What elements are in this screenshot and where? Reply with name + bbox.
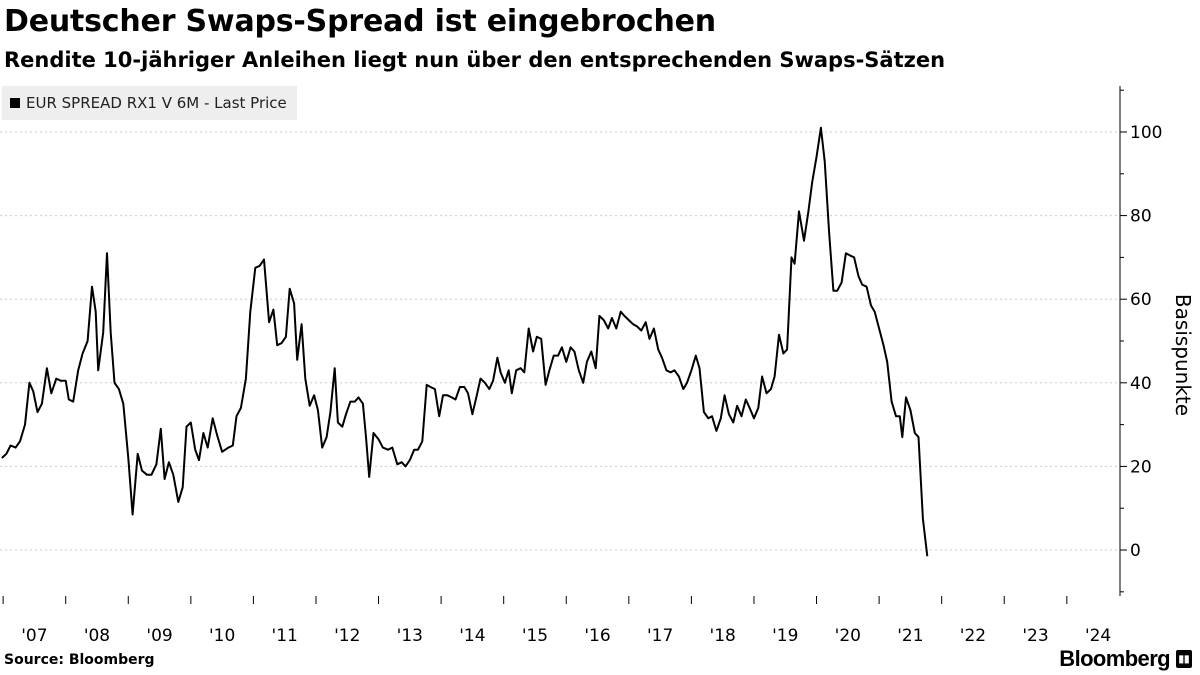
y-tick-label-40: 40 xyxy=(1130,374,1152,394)
x-tick-label: '14 xyxy=(459,626,485,646)
y-tick-label-100: 100 xyxy=(1130,123,1162,143)
chart-title: Deutscher Swaps-Spread ist eingebrochen xyxy=(4,4,716,39)
x-tick-label: '19 xyxy=(772,626,798,646)
x-tick-label: '16 xyxy=(584,626,610,646)
brand-name: Bloomberg xyxy=(1059,646,1170,671)
x-tick-label: '12 xyxy=(334,626,360,646)
x-tick-label: '10 xyxy=(209,626,235,646)
chart-subtitle: Rendite 10-jähriger Anleihen liegt nun ü… xyxy=(4,48,946,72)
x-tick-label: '23 xyxy=(1022,626,1048,646)
x-tick-label: '15 xyxy=(522,626,548,646)
y-axis-label: Basispunkte xyxy=(1171,294,1195,416)
x-tick-label: '17 xyxy=(647,626,673,646)
x-tick-label: '09 xyxy=(146,626,172,646)
y-tick-label-20: 20 xyxy=(1130,457,1152,477)
bloomberg-terminal-icon: ▮▮ xyxy=(1176,650,1192,668)
source-note: Source: Bloomberg xyxy=(4,652,155,668)
legend-swatch xyxy=(10,98,20,108)
series-line xyxy=(1,126,929,557)
legend-label: EUR SPREAD RX1 V 6M - Last Price xyxy=(26,94,287,112)
y-tick-label-80: 80 xyxy=(1130,207,1152,227)
y-tick-label-60: 60 xyxy=(1130,290,1152,310)
x-tick-label: '21 xyxy=(897,626,923,646)
x-tick-label: '13 xyxy=(397,626,423,646)
gridlines xyxy=(0,131,1120,551)
x-tick-label: '18 xyxy=(710,626,736,646)
x-axis-ticks: '07 '08 '09 '10 '11 '12 '13 '14 '15 '16 '17 '18 '19 '… xyxy=(2,596,1111,646)
x-tick-label: '07 xyxy=(21,626,47,646)
x-tick-label: '08 xyxy=(84,626,110,646)
x-tick-label: '11 xyxy=(272,626,298,646)
x-tick-label: '22 xyxy=(960,626,986,646)
bloomberg-logo: Bloomberg ▮▮ xyxy=(1059,646,1192,672)
x-tick-label: '24 xyxy=(1085,626,1111,646)
x-tick-label: '20 xyxy=(835,626,861,646)
y-axis-ticks: 0 20 40 60 80 100 xyxy=(1120,89,1162,593)
y-tick-label-0: 0 xyxy=(1130,541,1141,561)
chart-legend: EUR SPREAD RX1 V 6M - Last Price xyxy=(2,86,297,120)
